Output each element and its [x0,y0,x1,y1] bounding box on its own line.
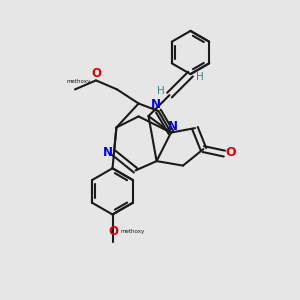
Text: O: O [92,67,102,80]
Text: O: O [226,146,236,159]
Text: O: O [108,225,118,239]
Text: N: N [102,146,112,159]
Text: H: H [196,72,203,82]
Text: H: H [157,86,164,97]
Text: N: N [150,98,161,111]
Text: methoxy: methoxy [66,80,91,84]
Text: N: N [168,119,178,133]
Text: methoxy: methoxy [121,230,145,234]
